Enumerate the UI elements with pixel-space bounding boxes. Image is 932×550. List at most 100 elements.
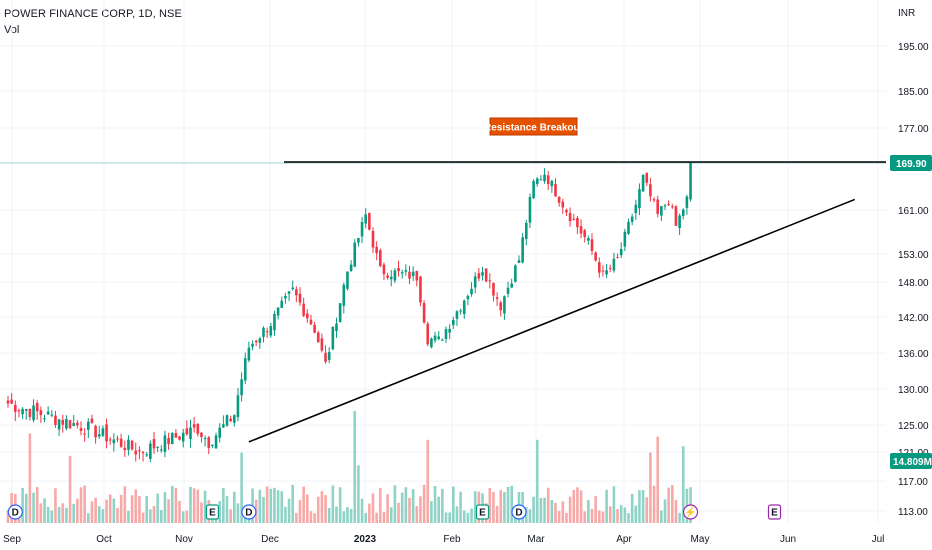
candle [576,218,579,228]
candle [627,221,630,234]
price-tick-label: 161.00 [898,206,929,217]
volume-bar [105,499,108,523]
candle [233,415,236,423]
candle [335,323,338,332]
volume-bar [444,512,448,523]
candle [211,444,214,447]
volume-bar [386,494,389,523]
volume-bar [371,493,375,523]
volume-bar [415,506,419,523]
candle [641,174,645,192]
volume-tag [890,453,932,469]
candle [488,280,492,282]
candle [430,338,433,348]
volume-bar [583,511,586,523]
volume-bar [426,439,430,523]
earnings-icon[interactable] [475,504,490,520]
volume-bar [459,491,462,523]
candle [462,300,466,315]
support-trendline[interactable] [248,198,856,443]
price-tick-label: 195.00 [898,42,929,53]
candle [546,175,550,185]
volume-bar [189,486,192,523]
volume-bar [510,485,513,523]
candle [590,239,594,251]
volume-bar [203,490,207,523]
split-icon[interactable] [682,504,699,520]
volume-bar [462,510,466,523]
candle [433,335,437,341]
candle [663,205,667,207]
candle [422,303,426,323]
candle [444,329,448,339]
annotation-text: Resistance Breakout [484,123,584,134]
price-tick-label: 136.00 [898,349,929,360]
candle [459,310,462,312]
candle [452,319,455,326]
price-tick-label: 125.00 [898,421,929,432]
volume-bar [229,509,232,523]
volume-bar [324,495,327,523]
candle [492,282,495,296]
candle [83,433,86,435]
candle [495,297,499,299]
dividend-icon[interactable] [511,504,527,520]
volume-bar [630,493,634,523]
volume-bar [404,487,408,523]
candle [295,289,298,296]
volume-bar [660,510,663,523]
volume-bar [185,510,189,523]
candle [649,184,652,197]
candle [130,440,134,450]
price-tick-label: 117.00 [898,477,928,488]
volume-bar [674,500,678,523]
volume-bar [608,506,612,523]
volume-bar [397,502,400,523]
time-tick-label: Oct [96,534,112,545]
volume-tag-text: 14.809M [893,457,932,468]
volume-bar [557,510,561,523]
volume-bar [616,509,619,523]
candle [517,260,521,263]
earnings-icon[interactable] [205,504,219,520]
candle [254,340,258,343]
volume-bar [375,512,378,523]
volume-bar [579,490,583,523]
volume-bar [302,486,305,523]
candle [196,423,200,434]
earnings-icon-label: E [771,508,778,519]
volume-bar [590,508,594,523]
volume-bar [408,497,411,523]
volume-bar [331,485,335,523]
volume-bar [295,512,298,523]
volume-bar [539,497,543,523]
volume-bar [576,487,579,523]
dividend-icon[interactable] [241,504,257,520]
volume-bar [422,484,426,523]
dividend-icon[interactable] [7,504,23,520]
volume-bar [21,487,24,523]
volume-bar [306,494,309,523]
candle [222,424,225,428]
volume-bar [379,487,382,523]
volume-bar [218,501,221,523]
volume-bar [316,496,320,523]
candle [360,221,364,237]
candle [167,438,170,445]
volume-bar [94,497,97,523]
candle [419,276,422,303]
candle [170,433,174,445]
candle [382,264,386,275]
volume-bar [612,486,616,523]
candle [368,212,371,230]
candle [68,420,72,429]
candle [681,209,685,216]
price-tick-label: 113.00 [898,507,928,518]
price-tick-label: 148.00 [898,278,929,289]
volume-bar [178,501,181,523]
candle [127,439,130,450]
annotation-box[interactable] [489,117,578,136]
candle [276,307,280,316]
earnings-icon[interactable] [767,504,782,520]
